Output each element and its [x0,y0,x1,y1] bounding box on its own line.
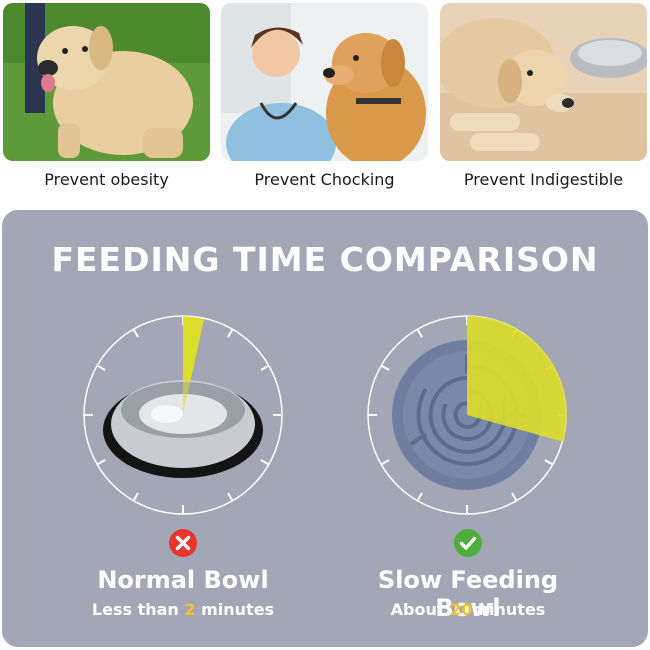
benefit-label-indigestion: Prevent Indigestible [463,170,624,189]
dial-tick [260,364,270,371]
normal-bowl-time: Less than 2 minutes [91,600,275,619]
dial-tick [260,459,270,466]
dial-tick [227,492,234,502]
normal-bowl-name: Normal Bowl [97,566,269,594]
vet-with-dog-photo [221,3,428,161]
dial-tick [227,328,234,338]
stainless-bowl-image [103,316,263,478]
dial-tick [380,364,390,371]
dial-tick [132,328,139,338]
dial-tick [416,328,423,338]
normal-bowl-dial [83,315,283,515]
check-circle-icon [454,529,482,557]
benefit-label-choking: Prevent Chocking [254,170,395,189]
dial-tick [416,492,423,502]
dial-tick [96,459,106,466]
slow-bowl-dial [367,315,567,515]
dial-tick [544,459,554,466]
slow-time-sector [467,315,567,442]
feeding-time-comparison-panel: FEEDING TIME COMPARISON [2,210,648,647]
dial-tick [132,492,139,502]
dog-lying-by-bowl-photo [440,3,647,161]
dial-tick [96,364,106,371]
x-circle-icon [169,529,197,557]
comparison-title: FEEDING TIME COMPARISON [51,240,599,279]
overweight-dog-photo [3,3,210,161]
dial-tick [380,459,390,466]
benefit-label-obesity: Prevent obesity [44,170,169,189]
dial-tick [511,492,518,502]
slow-bowl-name: Slow Feeding Bowl [377,566,559,622]
slow-bowl-time: About 20minutes [390,600,546,619]
